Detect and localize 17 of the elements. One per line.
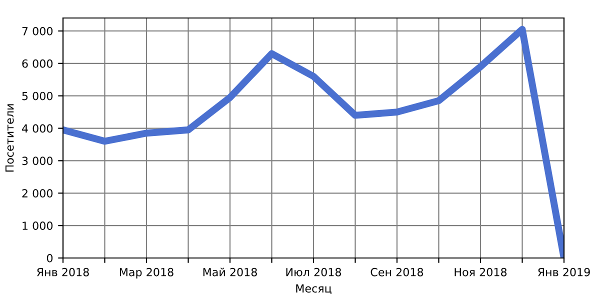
y-tick-label: 0 bbox=[46, 254, 53, 262]
x-tick-label: Янв 2019 bbox=[538, 268, 590, 276]
x-tick-label: Ноя 2018 bbox=[454, 268, 507, 276]
x-tick-label: Июл 2018 bbox=[286, 268, 342, 276]
y-tick-label: 2 000 bbox=[22, 189, 53, 198]
x-tick-label: Май 2018 bbox=[203, 268, 257, 276]
y-tick-label: 4 000 bbox=[22, 124, 53, 133]
x-axis-title: Месяц bbox=[296, 284, 332, 294]
y-tick-label: 5 000 bbox=[22, 92, 53, 100]
y-tick-label: 6 000 bbox=[22, 59, 53, 68]
y-tick-label: 3 000 bbox=[22, 156, 53, 166]
x-tick-label: Сен 2018 bbox=[370, 268, 424, 276]
y-tick-label: 7 000 bbox=[22, 26, 53, 36]
y-axis-title: Посетители bbox=[6, 104, 14, 172]
x-tick-label: Мар 2018 bbox=[120, 268, 174, 278]
x-tick-label: Янв 2018 bbox=[37, 268, 89, 276]
y-tick-label: 1 000 bbox=[22, 222, 53, 230]
